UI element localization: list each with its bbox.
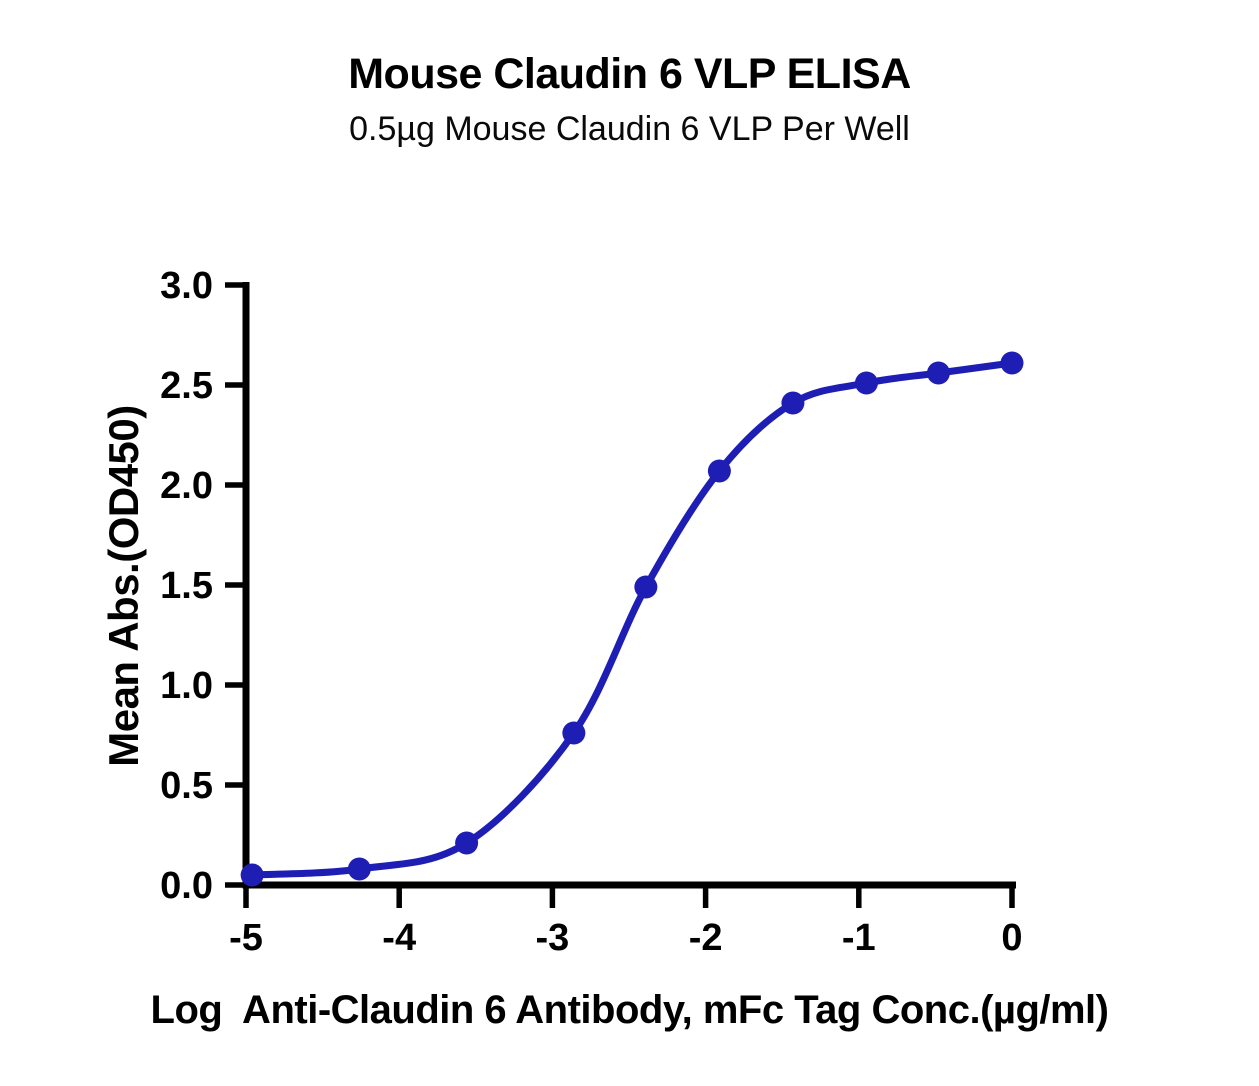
y-tick-label: 0.0 <box>160 865 213 907</box>
x-axis-label: Log Anti-Claudin 6 Antibody, mFc Tag Con… <box>150 988 1109 1032</box>
y-tick-label: 3.0 <box>160 265 213 307</box>
x-tick-label: -2 <box>689 917 723 959</box>
data-point <box>455 831 479 855</box>
dose-response-curve <box>248 359 1016 879</box>
data-point <box>634 575 658 599</box>
data-point <box>562 721 586 745</box>
data-point <box>347 857 371 881</box>
x-tick-label: 0 <box>1001 917 1022 959</box>
data-point <box>1000 351 1024 375</box>
x-tick-label: -1 <box>842 917 876 959</box>
data-point <box>781 391 805 415</box>
y-tick-label: 0.5 <box>160 765 213 807</box>
data-point <box>707 459 731 483</box>
y-tick-label: 2.5 <box>160 365 213 407</box>
data-point <box>854 371 878 395</box>
data-point <box>240 863 264 887</box>
x-tick-label: -4 <box>382 917 416 959</box>
chart-title: Mouse Claudin 6 VLP ELISA <box>348 50 911 98</box>
x-tick-label: -3 <box>536 917 570 959</box>
y-tick-label: 1.0 <box>160 665 213 707</box>
data-point <box>926 361 950 385</box>
y-tick-label: 2.0 <box>160 465 213 507</box>
chart-subtitle: 0.5µg Mouse Claudin 6 VLP Per Well <box>349 110 910 148</box>
y-tick-label: 1.5 <box>160 565 213 607</box>
x-tick-label: -5 <box>229 917 263 959</box>
